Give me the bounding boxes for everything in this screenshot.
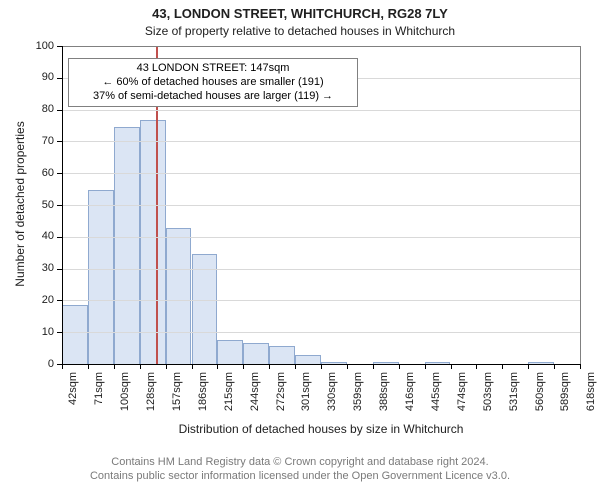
histogram-bar xyxy=(269,346,295,365)
gridline xyxy=(62,332,580,333)
x-tick-mark xyxy=(62,364,63,369)
gridline xyxy=(62,300,580,301)
x-tick-label: 503sqm xyxy=(482,372,494,411)
x-tick-mark xyxy=(554,364,555,369)
y-tick-mark xyxy=(57,78,62,79)
x-tick-label: 560sqm xyxy=(534,372,546,411)
y-tick-mark xyxy=(57,332,62,333)
x-tick-label: 42sqm xyxy=(68,372,80,405)
x-tick-label: 128sqm xyxy=(145,372,157,411)
x-tick-label: 445sqm xyxy=(430,372,442,411)
gridline xyxy=(62,237,580,238)
x-tick-label: 416sqm xyxy=(404,372,416,411)
x-tick-mark xyxy=(269,364,270,369)
x-tick-mark xyxy=(347,364,348,369)
x-tick-label: 359sqm xyxy=(352,372,364,411)
x-tick-mark xyxy=(166,364,167,369)
x-tick-label: 589sqm xyxy=(560,372,572,411)
chart-container: 43, LONDON STREET, WHITCHURCH, RG28 7LY … xyxy=(0,0,600,500)
x-tick-mark xyxy=(295,364,296,369)
x-tick-label: 186sqm xyxy=(197,372,209,411)
gridline xyxy=(62,205,580,206)
chart-title: 43, LONDON STREET, WHITCHURCH, RG28 7LY xyxy=(0,6,600,21)
y-axis-line xyxy=(62,46,63,364)
x-tick-mark xyxy=(192,364,193,369)
x-tick-mark xyxy=(528,364,529,369)
marker-info-box: 43 LONDON STREET: 147sqm ← 60% of detache… xyxy=(68,58,358,107)
x-tick-mark xyxy=(502,364,503,369)
x-tick-mark xyxy=(580,364,581,369)
gridline xyxy=(62,269,580,270)
y-tick-mark xyxy=(57,46,62,47)
x-axis-title: Distribution of detached houses by size … xyxy=(62,422,580,436)
x-tick-mark xyxy=(476,364,477,369)
y-tick-mark xyxy=(57,141,62,142)
y-axis-title: Number of detached properties xyxy=(13,45,27,363)
y-tick-mark xyxy=(57,269,62,270)
info-line-1: 43 LONDON STREET: 147sqm xyxy=(137,62,290,74)
x-tick-label: 215sqm xyxy=(223,372,235,411)
y-tick-mark xyxy=(57,205,62,206)
x-tick-label: 301sqm xyxy=(301,372,313,411)
x-tick-mark xyxy=(140,364,141,369)
x-tick-mark xyxy=(88,364,89,369)
histogram-bar xyxy=(166,228,192,365)
x-tick-label: 474sqm xyxy=(456,372,468,411)
x-tick-mark xyxy=(373,364,374,369)
info-line-3: 37% of semi-detached houses are larger (… xyxy=(93,90,333,102)
histogram-bar xyxy=(243,343,269,365)
histogram-bar xyxy=(217,340,243,365)
footer-line-1: Contains HM Land Registry data © Crown c… xyxy=(111,456,488,468)
x-tick-mark xyxy=(425,364,426,369)
x-tick-mark xyxy=(321,364,322,369)
info-line-2: ← 60% of detached houses are smaller (19… xyxy=(102,76,323,88)
x-tick-mark xyxy=(451,364,452,369)
y-tick-mark xyxy=(57,173,62,174)
x-tick-mark xyxy=(243,364,244,369)
x-tick-label: 531sqm xyxy=(508,372,520,411)
x-tick-mark xyxy=(114,364,115,369)
y-tick-mark xyxy=(57,300,62,301)
x-tick-mark xyxy=(399,364,400,369)
gridline xyxy=(62,173,580,174)
footer-line-2: Contains public sector information licen… xyxy=(90,470,510,482)
x-tick-label: 618sqm xyxy=(586,372,598,411)
x-tick-label: 330sqm xyxy=(327,372,339,411)
chart-subtitle: Size of property relative to detached ho… xyxy=(0,24,600,38)
histogram-bar xyxy=(62,305,88,365)
gridline xyxy=(62,110,580,111)
y-tick-mark xyxy=(57,110,62,111)
histogram-bar xyxy=(88,190,114,365)
y-tick-mark xyxy=(57,237,62,238)
histogram-bar xyxy=(140,120,166,365)
x-tick-label: 244sqm xyxy=(249,372,261,411)
x-tick-label: 272sqm xyxy=(275,372,287,411)
histogram-bar xyxy=(192,254,218,365)
gridline xyxy=(62,141,580,142)
x-tick-label: 157sqm xyxy=(171,372,183,411)
x-tick-label: 100sqm xyxy=(119,372,131,411)
x-tick-label: 71sqm xyxy=(93,372,105,405)
x-tick-label: 388sqm xyxy=(378,372,390,411)
histogram-bar xyxy=(114,127,140,366)
x-tick-mark xyxy=(217,364,218,369)
footer-attribution: Contains HM Land Registry data © Crown c… xyxy=(0,456,600,484)
